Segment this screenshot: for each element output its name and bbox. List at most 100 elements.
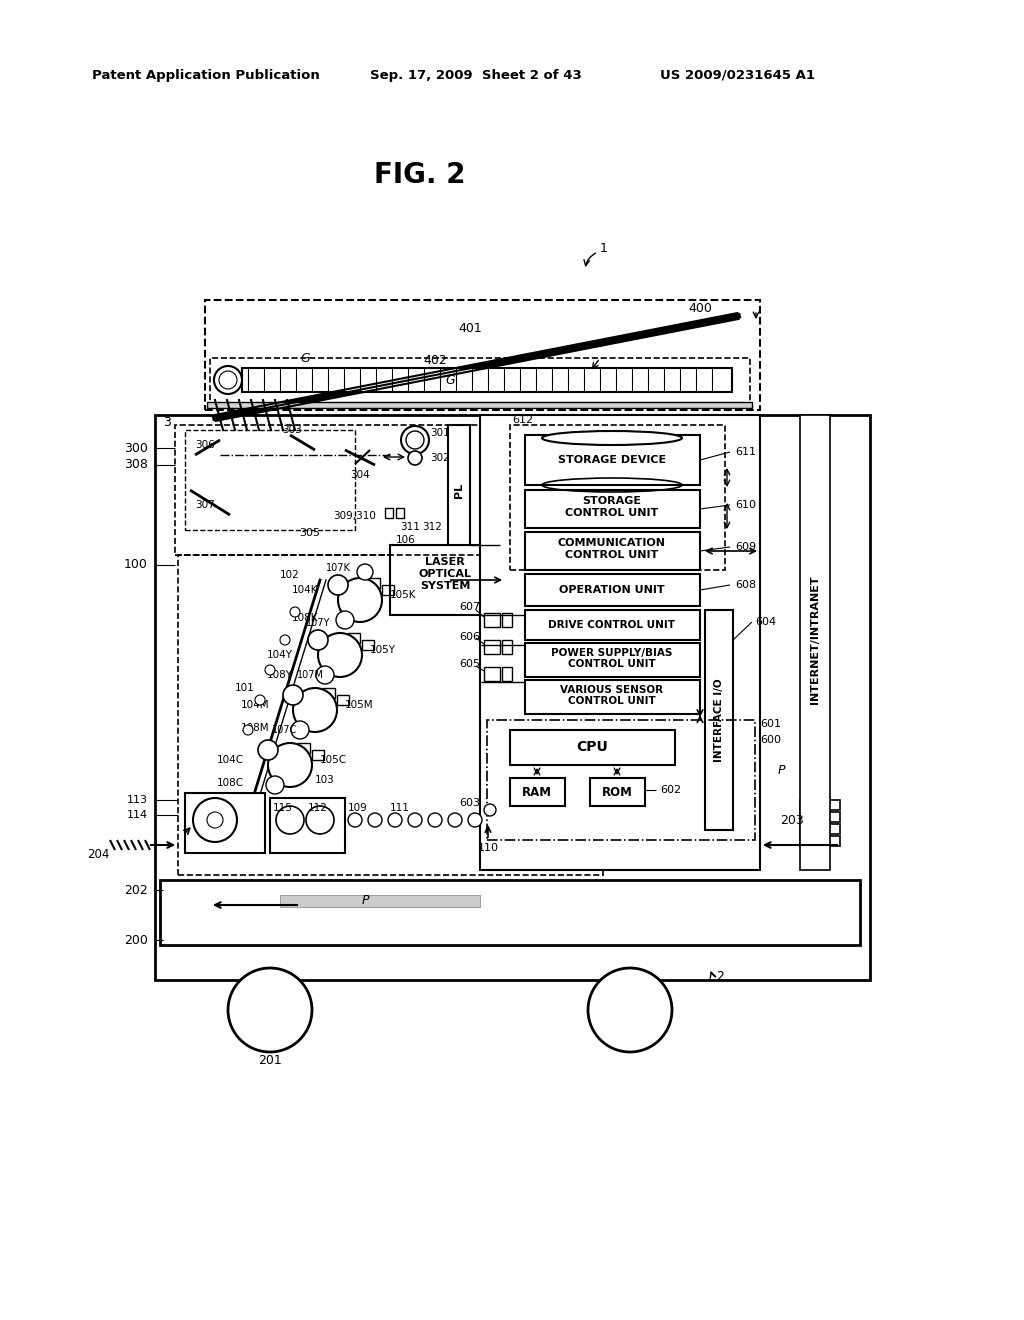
Bar xyxy=(525,532,700,570)
Text: INTERNET/INTRANET: INTERNET/INTRANET xyxy=(810,576,820,705)
Bar xyxy=(800,414,830,870)
Bar xyxy=(525,574,700,606)
Text: 108M: 108M xyxy=(241,723,269,733)
Bar xyxy=(480,414,760,870)
Text: 107K: 107K xyxy=(326,564,350,573)
Bar xyxy=(705,610,733,830)
Circle shape xyxy=(193,799,237,842)
Text: 103: 103 xyxy=(315,775,335,785)
Text: 301: 301 xyxy=(430,428,450,438)
Bar xyxy=(175,425,535,554)
Circle shape xyxy=(308,630,328,649)
Text: INTERFACE I/O: INTERFACE I/O xyxy=(714,678,724,762)
Text: 104K: 104K xyxy=(292,585,318,595)
Bar xyxy=(590,777,645,807)
Text: DRIVE CONTROL UNIT: DRIVE CONTROL UNIT xyxy=(549,620,676,630)
Text: CONTROL UNIT: CONTROL UNIT xyxy=(568,659,656,669)
Bar xyxy=(368,578,380,587)
Text: P: P xyxy=(778,763,785,776)
Text: 402: 402 xyxy=(423,354,446,367)
Text: 101: 101 xyxy=(236,682,255,693)
Bar xyxy=(510,425,725,570)
Bar xyxy=(484,667,500,681)
Text: OPTICAL: OPTICAL xyxy=(419,569,471,579)
Text: 307: 307 xyxy=(195,500,215,510)
Text: ROM: ROM xyxy=(601,785,633,799)
Text: FIG. 2: FIG. 2 xyxy=(374,161,466,189)
Bar xyxy=(362,640,374,649)
Text: 303: 303 xyxy=(283,425,302,436)
Text: 107C: 107C xyxy=(272,725,298,735)
Text: 612: 612 xyxy=(512,414,534,425)
Text: 105Y: 105Y xyxy=(370,645,396,655)
Bar xyxy=(525,436,700,484)
Circle shape xyxy=(283,685,303,705)
Text: 609: 609 xyxy=(735,543,756,552)
Bar xyxy=(800,812,840,822)
Text: 104C: 104C xyxy=(216,755,244,766)
Bar xyxy=(160,880,860,945)
Circle shape xyxy=(328,576,348,595)
Bar xyxy=(348,634,360,643)
Circle shape xyxy=(318,634,362,677)
Bar xyxy=(510,730,675,766)
Text: LASER: LASER xyxy=(425,557,465,568)
Circle shape xyxy=(449,813,462,828)
Text: 306: 306 xyxy=(195,440,215,450)
Text: 203: 203 xyxy=(780,813,804,826)
Circle shape xyxy=(276,807,304,834)
Circle shape xyxy=(357,564,373,579)
Text: CONTROL UNIT: CONTROL UNIT xyxy=(565,550,658,560)
Text: POWER SUPPLY/BIAS: POWER SUPPLY/BIAS xyxy=(551,648,673,657)
Circle shape xyxy=(293,688,337,733)
Text: PL: PL xyxy=(454,482,464,498)
Bar xyxy=(242,368,732,392)
Text: 105C: 105C xyxy=(319,755,347,766)
Bar xyxy=(312,750,324,760)
Circle shape xyxy=(291,721,309,739)
Text: 607: 607 xyxy=(459,602,480,612)
Text: 304: 304 xyxy=(350,470,370,480)
Circle shape xyxy=(255,696,265,705)
Circle shape xyxy=(214,366,242,393)
Bar xyxy=(502,640,512,653)
Text: 400: 400 xyxy=(688,301,712,314)
Text: Patent Application Publication: Patent Application Publication xyxy=(92,69,319,82)
Text: CPU: CPU xyxy=(577,741,608,754)
Text: OPERATION UNIT: OPERATION UNIT xyxy=(559,585,665,595)
Circle shape xyxy=(484,804,496,816)
Bar xyxy=(502,667,512,681)
Bar xyxy=(390,545,500,615)
Bar xyxy=(487,719,755,840)
Bar xyxy=(185,430,355,531)
Text: Sep. 17, 2009  Sheet 2 of 43: Sep. 17, 2009 Sheet 2 of 43 xyxy=(370,69,582,82)
Circle shape xyxy=(428,813,442,828)
Circle shape xyxy=(268,743,312,787)
Circle shape xyxy=(290,607,300,616)
Bar xyxy=(502,612,512,627)
Circle shape xyxy=(306,807,334,834)
Text: CONTROL UNIT: CONTROL UNIT xyxy=(568,696,656,706)
Text: P: P xyxy=(361,894,369,907)
Bar xyxy=(800,824,840,834)
Circle shape xyxy=(368,813,382,828)
Text: 606: 606 xyxy=(459,632,480,642)
Text: 114: 114 xyxy=(127,810,148,820)
Circle shape xyxy=(408,451,422,465)
Bar xyxy=(525,490,700,528)
Text: CONTROL UNIT: CONTROL UNIT xyxy=(565,508,658,517)
Circle shape xyxy=(336,611,354,630)
Text: 602: 602 xyxy=(660,785,681,795)
Bar xyxy=(207,403,752,408)
Bar xyxy=(484,640,500,653)
Text: 104M: 104M xyxy=(241,700,269,710)
Bar xyxy=(510,777,565,807)
Text: 107M: 107M xyxy=(297,671,324,680)
Bar xyxy=(525,680,700,714)
Bar xyxy=(185,793,265,853)
Bar xyxy=(210,358,750,408)
Text: 603: 603 xyxy=(459,799,480,808)
Bar xyxy=(178,554,603,875)
Circle shape xyxy=(266,776,284,795)
Text: COMMUNICATION: COMMUNICATION xyxy=(558,539,666,548)
